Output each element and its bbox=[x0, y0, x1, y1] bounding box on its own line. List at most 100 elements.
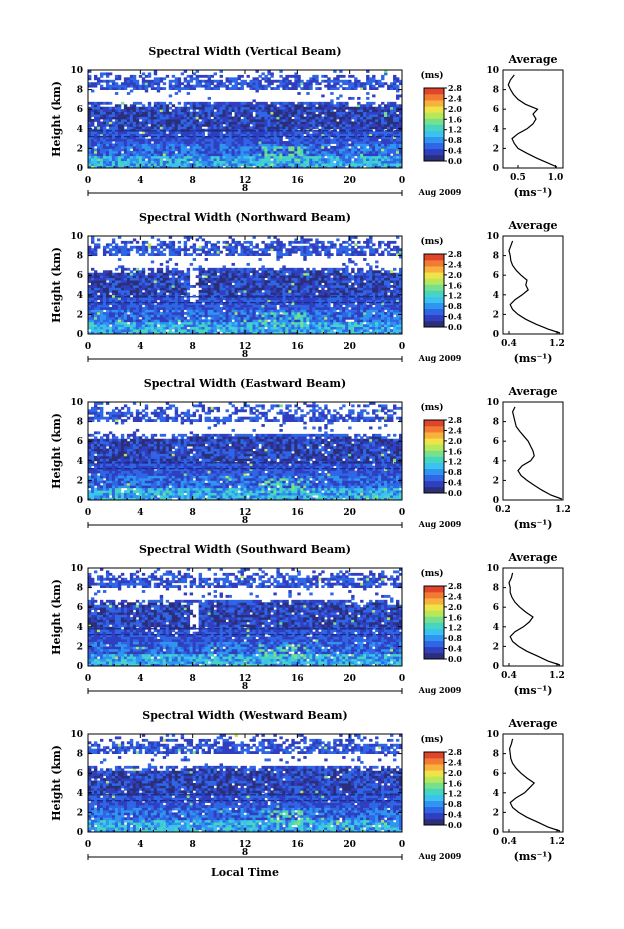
heatmap-cell bbox=[228, 292, 232, 296]
heatmap-cell bbox=[219, 275, 223, 279]
heatmap-cell bbox=[336, 138, 340, 142]
heatmap-cell bbox=[141, 155, 146, 159]
heatmap-cell bbox=[144, 148, 149, 152]
heatmap-cell bbox=[291, 123, 295, 127]
heatmap-cell bbox=[90, 307, 95, 310]
heatmap-cell bbox=[240, 153, 244, 157]
heatmap-cell bbox=[363, 163, 367, 166]
heatmap-cell bbox=[327, 114, 331, 117]
heatmap-cell bbox=[102, 292, 107, 296]
heatmap-cell bbox=[267, 116, 271, 120]
heatmap-cell bbox=[249, 79, 253, 83]
heatmap-cell bbox=[270, 87, 274, 90]
heatmap-cell bbox=[240, 287, 244, 291]
heatmap-cell bbox=[144, 331, 149, 335]
heatmap-cell bbox=[162, 253, 167, 256]
heatmap-cell bbox=[174, 262, 179, 266]
heatmap-cell bbox=[276, 121, 280, 125]
heatmap-cell bbox=[324, 84, 328, 88]
heatmap-cell bbox=[249, 109, 253, 113]
heatmap-cell bbox=[228, 307, 232, 310]
heatmap-cell bbox=[243, 292, 247, 296]
heatmap-cell bbox=[285, 143, 289, 147]
heatmap-cell bbox=[93, 101, 98, 105]
heatmap-cell bbox=[195, 324, 200, 328]
heatmap-cell bbox=[102, 131, 107, 135]
heatmap-cell bbox=[138, 277, 143, 281]
heatmap-cell bbox=[123, 299, 128, 303]
heatmap-cell bbox=[114, 316, 119, 320]
heatmap-cell bbox=[324, 160, 328, 164]
heatmap-cell bbox=[243, 307, 247, 310]
heatmap-cell bbox=[336, 87, 340, 90]
heatmap-cell bbox=[321, 121, 325, 125]
heatmap-cell bbox=[189, 253, 194, 256]
heatmap-cell bbox=[108, 114, 113, 117]
heatmap-cell bbox=[282, 141, 286, 144]
heatmap-cell bbox=[216, 250, 220, 254]
heatmap-cell bbox=[171, 270, 176, 274]
heatmap-cell bbox=[159, 307, 164, 310]
heatmap-cell bbox=[153, 280, 158, 283]
heatmap-cell bbox=[222, 104, 226, 108]
heatmap-cell bbox=[96, 324, 101, 328]
heatmap-cell bbox=[252, 106, 256, 110]
heatmap-cell bbox=[174, 309, 179, 313]
heatmap-cell bbox=[96, 329, 101, 332]
heatmap-cell bbox=[279, 136, 283, 139]
heatmap-cell bbox=[339, 150, 343, 154]
heatmap-cell bbox=[117, 114, 122, 117]
heatmap-cell bbox=[333, 70, 337, 73]
heatmap-cell bbox=[393, 143, 397, 147]
heatmap-cell bbox=[270, 104, 274, 108]
heatmap-cell bbox=[381, 133, 385, 137]
heatmap-cell bbox=[351, 143, 355, 147]
heatmap-cell bbox=[231, 119, 235, 122]
heatmap-cell bbox=[336, 143, 340, 147]
heatmap-cell bbox=[147, 145, 152, 149]
heatmap-cell bbox=[108, 331, 113, 335]
heatmap-cell bbox=[141, 270, 146, 274]
heatmap-cell bbox=[105, 136, 110, 139]
heatmap-cell bbox=[222, 133, 226, 137]
heatmap-cell bbox=[201, 307, 206, 310]
heatmap-cell bbox=[168, 324, 173, 328]
heatmap-cell bbox=[222, 163, 226, 166]
heatmap-cell bbox=[102, 106, 107, 110]
heatmap-cell bbox=[105, 121, 110, 125]
heatmap-cell bbox=[258, 309, 262, 313]
heatmap-cell bbox=[249, 304, 253, 308]
heatmap-cell bbox=[156, 87, 161, 90]
heatmap-cell bbox=[327, 153, 331, 157]
heatmap-cell bbox=[120, 158, 125, 162]
heatmap-cell bbox=[237, 148, 241, 152]
heatmap-cell bbox=[330, 138, 334, 142]
heatmap-cell bbox=[213, 243, 217, 247]
heatmap-cell bbox=[339, 119, 343, 122]
heatmap-cell bbox=[120, 131, 125, 135]
heatmap-cell bbox=[252, 82, 256, 86]
heatmap-cell bbox=[258, 79, 262, 83]
heatmap-cell bbox=[246, 141, 250, 144]
heatmap-cell bbox=[88, 275, 92, 279]
heatmap-cell bbox=[387, 153, 391, 157]
heatmap-cell bbox=[306, 109, 310, 113]
heatmap-cell bbox=[342, 158, 346, 162]
heatmap-cell bbox=[240, 280, 244, 283]
heatmap-cell bbox=[186, 272, 191, 276]
heatmap-cell bbox=[246, 285, 250, 288]
heatmap-cell bbox=[132, 109, 137, 113]
heatmap-cell bbox=[189, 329, 194, 332]
heatmap-cell bbox=[129, 150, 134, 154]
heatmap-cell bbox=[381, 165, 385, 169]
heatmap-cell bbox=[189, 311, 194, 315]
heatmap-cell bbox=[396, 121, 400, 125]
heatmap-cell bbox=[186, 116, 191, 120]
heatmap-cell bbox=[327, 119, 331, 122]
heatmap-cell bbox=[88, 133, 92, 137]
heatmap-cell bbox=[327, 138, 331, 142]
heatmap-cell bbox=[141, 314, 146, 318]
heatmap-cell bbox=[135, 136, 140, 139]
heatmap-cell bbox=[165, 74, 170, 78]
heatmap-cell bbox=[150, 253, 155, 256]
